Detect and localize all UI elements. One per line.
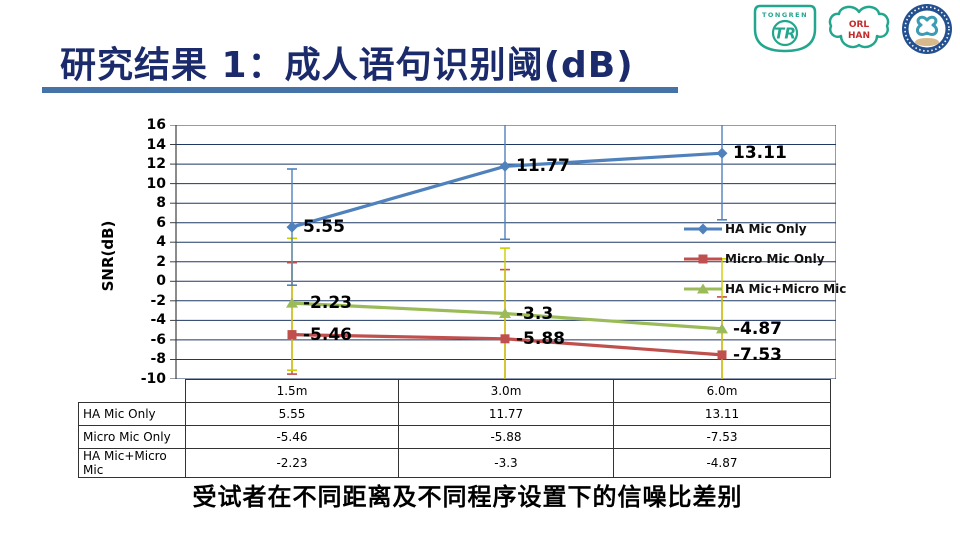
snr-line-chart [170, 125, 836, 379]
table-value-cell: 13.11 [613, 402, 831, 426]
series-ha-mic-micro-mic [286, 297, 728, 334]
y-tick-label: 14 [146, 137, 166, 153]
y-tick-label: -6 [150, 332, 166, 348]
y-tick-label: -4 [150, 312, 166, 328]
y-tick-label: -2 [150, 293, 166, 309]
legend-label: Micro Mic Only [725, 252, 825, 266]
table-row-label: Micro Mic Only [78, 425, 186, 449]
table-value-cell: -7.53 [613, 425, 831, 449]
title-underline [42, 87, 678, 93]
legend-item: Micro Mic Only [684, 244, 846, 274]
legend-item: HA Mic Only [684, 214, 846, 244]
data-point-marker [716, 147, 728, 159]
institute-badge-icon [902, 4, 952, 54]
data-point-marker [287, 330, 297, 340]
logo-row: TONGREN TR ORL HAN [752, 2, 954, 56]
table-row: HA Mic Only 5.55 11.77 13.11 [78, 402, 831, 426]
data-point-marker [500, 334, 510, 344]
x-axis-label-cell: 1.5m [185, 379, 399, 403]
data-point-marker [717, 350, 727, 360]
table-value-cell: -2.23 [185, 448, 399, 478]
tongren-monogram-text: TR [774, 25, 796, 43]
series-micro-mic-only [287, 330, 727, 360]
table-value-cell: -4.87 [613, 448, 831, 478]
data-point-marker [286, 221, 298, 233]
legend-label: HA Mic+Micro Mic [725, 282, 847, 296]
table-row-label: HA Mic+Micro Mic [78, 448, 186, 478]
point-label: 11.77 [516, 156, 570, 176]
point-label: 13.11 [733, 143, 787, 163]
orl-logo-text-line2: HAN [848, 31, 870, 41]
table-value-cell: 5.55 [185, 402, 399, 426]
table-value-cell: 11.77 [398, 402, 614, 426]
y-tick-label: 16 [146, 117, 166, 133]
y-tick-label: -8 [150, 351, 166, 367]
table-value-cell: -5.88 [398, 425, 614, 449]
point-label: -7.53 [733, 345, 782, 365]
point-label: -2.23 [303, 293, 352, 313]
point-label: -5.46 [303, 325, 352, 345]
legend-marker-icon [684, 254, 722, 264]
data-point-marker [698, 254, 708, 264]
data-point-marker [286, 297, 298, 308]
table-value-cell: -5.46 [185, 425, 399, 449]
y-tick-label: 12 [146, 156, 166, 172]
y-axis-title: SNR(dB) [99, 220, 117, 292]
orl-logo-text-line1: ORL [849, 20, 870, 30]
legend-item: HA Mic+Micro Mic [684, 274, 846, 304]
legend-marker-icon [684, 283, 722, 294]
orl-han-logo-icon: ORL HAN [828, 5, 890, 49]
chart-data-table: 1.5m 3.0m 6.0m HA Mic Only 5.55 11.77 13.11 Mic… [78, 379, 831, 478]
y-tick-label: -10 [140, 371, 166, 387]
y-tick-label: 0 [156, 273, 166, 289]
x-axis-label-cell: 3.0m [398, 379, 614, 403]
data-point-marker [499, 308, 511, 318]
y-tick-label: 6 [156, 215, 166, 231]
legend-marker-icon [684, 223, 722, 235]
data-point-marker [697, 223, 709, 235]
chart-legend: HA Mic Only Micro Mic Only HA Mic+Micro … [684, 214, 846, 304]
table-row: Micro Mic Only -5.46 -5.88 -7.53 [78, 425, 831, 449]
point-label: -3.3 [516, 304, 554, 324]
table-corner-cell [79, 380, 186, 403]
tongren-hospital-logo-icon: TONGREN TR [753, 4, 817, 53]
series-ha-mic-only [286, 147, 728, 233]
point-label: -5.88 [516, 329, 565, 349]
data-point-marker [697, 283, 709, 294]
tongren-logo-text: TONGREN [762, 11, 808, 19]
data-point-marker [716, 323, 728, 334]
point-label: 5.55 [303, 217, 345, 237]
legend-label: HA Mic Only [725, 222, 807, 236]
table-row: HA Mic+Micro Mic -2.23 -3.3 -4.87 [78, 448, 831, 478]
data-point-marker [499, 160, 511, 172]
y-tick-label: 10 [146, 176, 166, 192]
x-axis-label-cell: 6.0m [613, 379, 831, 403]
page-title: 研究结果 1：成人语句识别阈(dB) [60, 45, 634, 86]
y-tick-label: 8 [156, 195, 166, 211]
y-tick-label: 2 [156, 254, 166, 270]
table-value-cell: -3.3 [398, 448, 614, 478]
y-tick-label: 4 [156, 234, 166, 250]
slide-caption: 受试者在不同距离及不同程序设置下的信噪比差别 [192, 483, 743, 511]
table-row-label: HA Mic Only [78, 402, 186, 426]
point-label: -4.87 [733, 319, 782, 339]
